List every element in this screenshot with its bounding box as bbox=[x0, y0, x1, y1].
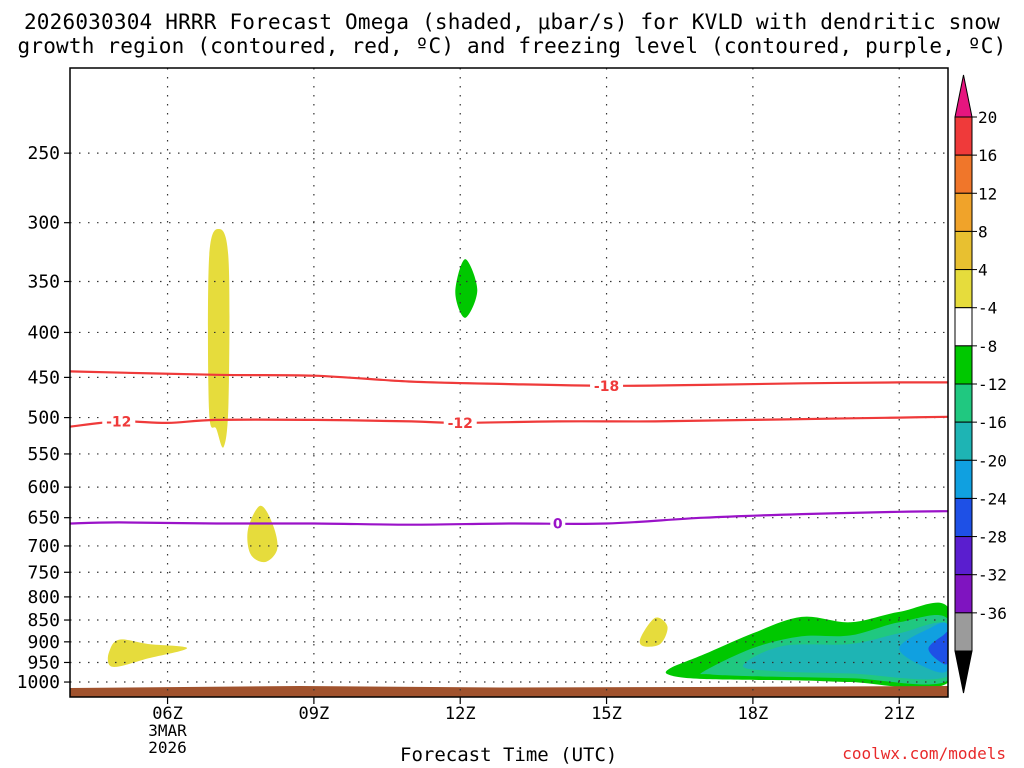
omega-pos-b bbox=[247, 505, 278, 563]
colorbar-swatch bbox=[954, 154, 973, 194]
colorbar-label: -24 bbox=[978, 489, 1007, 508]
colorbar-label: 4 bbox=[978, 261, 988, 280]
colorbar-label: 12 bbox=[978, 184, 997, 203]
plot-area: -18 -12 -12 0 bbox=[70, 68, 948, 697]
x-tick-label: 12Z bbox=[445, 704, 476, 724]
colorbar-swatch bbox=[954, 269, 973, 309]
omega-neg-e bbox=[899, 622, 948, 673]
colorbar-swatch bbox=[954, 192, 973, 232]
freezing-level-0-label: 0 bbox=[553, 517, 563, 533]
y-tick-label: 1000 bbox=[17, 672, 60, 693]
terrain-fill bbox=[70, 685, 948, 697]
omega-neg-a bbox=[455, 259, 478, 318]
credit-text: coolwx.com/models bbox=[842, 744, 1006, 763]
omega-pos-c bbox=[107, 639, 188, 667]
dgz-minus12-label-bg bbox=[102, 413, 136, 430]
y-tick-label: 750 bbox=[27, 562, 60, 583]
colorbar-swatch bbox=[954, 421, 973, 461]
dgz-minus18-label: -18 bbox=[594, 379, 619, 395]
x-date-label: 3MAR bbox=[148, 721, 187, 740]
colorbar-label: -28 bbox=[978, 528, 1007, 547]
x-tick-label: 09Z bbox=[299, 704, 330, 724]
y-tick-label: 700 bbox=[27, 536, 60, 557]
freezing-level-0-line bbox=[70, 510, 948, 526]
colorbar-swatch bbox=[954, 574, 973, 614]
colorbar-swatch bbox=[954, 612, 973, 652]
colorbar-label: -8 bbox=[978, 337, 997, 356]
y-tick-label: 600 bbox=[27, 477, 60, 498]
x-axis-title: Forecast Time (UTC) bbox=[400, 744, 618, 766]
dgz-minus18-line bbox=[70, 370, 948, 387]
x-year-label: 2026 bbox=[148, 738, 187, 757]
y-tick-label: 350 bbox=[27, 272, 60, 293]
dgz-minus18-label-bg bbox=[590, 377, 624, 394]
colorbar-swatch bbox=[954, 536, 973, 576]
chart-title-line1: 2026030304 HRRR Forecast Omega (shaded, … bbox=[23, 10, 1001, 34]
omega-pos-d bbox=[639, 617, 668, 647]
colorbar: 20 16 12 8 4 -4 -8 -12 -16 -20 -24 -28 -32 -36 bbox=[954, 74, 1007, 694]
y-tick-label: 250 bbox=[27, 143, 60, 164]
y-tick-label: 450 bbox=[27, 367, 60, 388]
colorbar-label: -36 bbox=[978, 604, 1007, 623]
y-tick-label: 650 bbox=[27, 508, 60, 529]
y-tick-label: 950 bbox=[27, 652, 60, 673]
y-tick-label: 400 bbox=[27, 322, 60, 343]
colorbar-bottom-arrow bbox=[954, 650, 973, 694]
colorbar-swatch bbox=[954, 230, 973, 271]
colorbar-swatch bbox=[954, 307, 973, 347]
omega-pos-a bbox=[207, 229, 230, 448]
colorbar-label: 20 bbox=[978, 108, 997, 127]
dgz-minus12-line bbox=[70, 415, 948, 428]
colorbar-label: -4 bbox=[978, 299, 997, 318]
colorbar-swatch bbox=[954, 497, 973, 538]
dgz-minus12-label: -12 bbox=[448, 416, 473, 432]
colorbar-swatch bbox=[954, 116, 973, 156]
colorbar-top-arrow bbox=[954, 74, 973, 118]
colorbar-label: -12 bbox=[978, 375, 1007, 394]
y-tick-label: 900 bbox=[27, 632, 60, 653]
x-tick-label: 18Z bbox=[738, 704, 769, 724]
x-tick-label: 06Z bbox=[152, 704, 183, 724]
colorbar-swatch bbox=[954, 345, 973, 385]
colorbar-label: -32 bbox=[978, 566, 1007, 585]
y-tick-label: 300 bbox=[27, 213, 60, 234]
y-tick-label: 500 bbox=[27, 408, 60, 429]
y-tick-label: 850 bbox=[27, 610, 60, 631]
omega-neg-d bbox=[743, 622, 948, 680]
colorbar-label: -16 bbox=[978, 413, 1007, 432]
colorbar-label: 16 bbox=[978, 146, 997, 165]
omega-neg-f bbox=[928, 631, 948, 665]
x-tick-label: 21Z bbox=[884, 704, 915, 724]
dgz-minus12-label-bg bbox=[443, 414, 477, 431]
colorbar-label: -20 bbox=[978, 451, 1007, 470]
dgz-minus12-label: -12 bbox=[106, 414, 131, 430]
freezing-level-0-label-bg bbox=[550, 515, 566, 532]
colorbar-swatch bbox=[954, 383, 973, 423]
colorbar-swatch bbox=[954, 459, 973, 499]
y-tick-label: 800 bbox=[27, 587, 60, 608]
plot-frame bbox=[69, 67, 949, 698]
x-tick-label: 15Z bbox=[591, 704, 622, 724]
y-tick-label: 550 bbox=[27, 444, 60, 465]
chart-title-line2: growth region (contoured, red, ºC) and f… bbox=[17, 34, 1007, 58]
colorbar-label: 8 bbox=[978, 222, 988, 241]
